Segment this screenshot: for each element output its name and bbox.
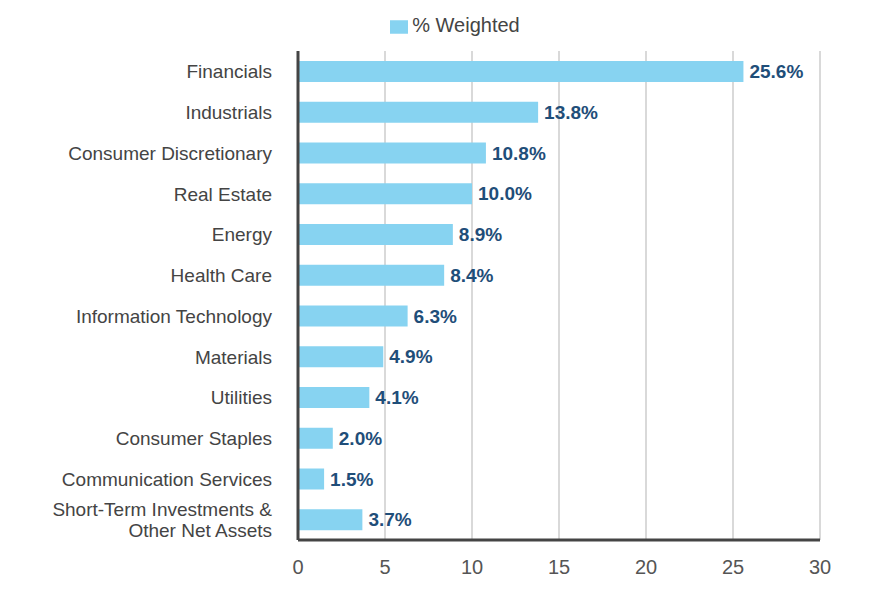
svg-text:Consumer Discretionary: Consumer Discretionary [68,142,272,163]
svg-text:Information Technology: Information Technology [76,305,273,326]
svg-text:0: 0 [292,556,303,578]
svg-text:Materials: Materials [195,346,272,367]
svg-text:Industrials: Industrials [185,102,272,123]
svg-text:Communication Services: Communication Services [62,468,272,489]
svg-text:Financials: Financials [186,61,272,82]
svg-text:2.0%: 2.0% [339,428,382,449]
svg-text:Short-Term Investments &Other: Short-Term Investments &Other Net Assets [52,499,272,541]
svg-text:10.8%: 10.8% [492,143,546,164]
svg-text:Utilities: Utilities [211,387,272,408]
svg-text:25: 25 [722,556,744,578]
svg-text:Energy: Energy [212,224,273,245]
svg-text:13.8%: 13.8% [544,102,598,123]
svg-text:4.1%: 4.1% [375,387,418,408]
svg-text:3.7%: 3.7% [368,509,411,530]
svg-text:20: 20 [635,556,657,578]
svg-text:Consumer Staples: Consumer Staples [116,428,272,449]
html-text:% Weighted: % Weighted [412,14,520,36]
svg-text:30: 30 [809,556,831,578]
svg-text:Real Estate: Real Estate [174,183,272,204]
svg-text:25.6%: 25.6% [749,61,803,82]
svg-text:15: 15 [548,556,570,578]
svg-text:8.9%: 8.9% [459,224,502,245]
svg-text:5: 5 [379,556,390,578]
svg-text:Health Care: Health Care [171,265,272,286]
svg-text:4.9%: 4.9% [389,346,432,367]
svg-text:10.0%: 10.0% [478,183,532,204]
svg-text:6.3%: 6.3% [414,306,457,327]
svg-text:8.4%: 8.4% [450,265,493,286]
svg-text:10: 10 [461,556,483,578]
svg-text:1.5%: 1.5% [330,469,373,490]
